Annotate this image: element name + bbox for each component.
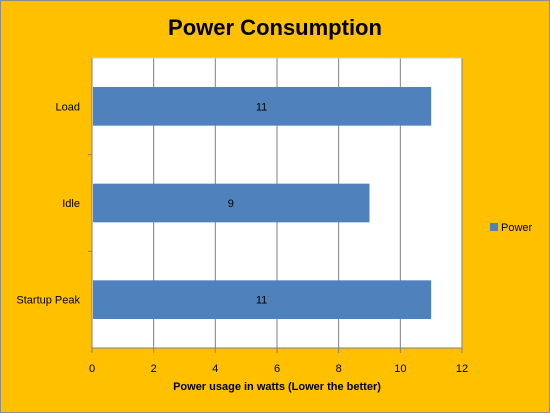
legend: Power	[490, 222, 533, 234]
x-tick-label-10: 10	[394, 363, 406, 375]
category-label-load: Load	[56, 101, 80, 113]
bar-startup-peak	[93, 280, 432, 319]
labels: 0 2 4 6 8 10 12 11 Load 9 Idle 11 Startup Peak	[16, 101, 468, 375]
data-label-load: 11	[256, 101, 267, 113]
bars	[93, 87, 432, 319]
data-label-startup-peak: 11	[256, 295, 267, 307]
axes	[88, 57, 463, 353]
x-tick-label-12: 12	[456, 363, 468, 375]
bar-load	[93, 87, 432, 126]
legend-label-power: Power	[501, 222, 533, 234]
category-label-idle: Idle	[62, 198, 80, 210]
x-axis-label: Power usage in watts (Lower the better)	[173, 381, 381, 393]
bar-idle	[93, 183, 370, 223]
x-tick-label-2: 2	[151, 363, 157, 375]
legend-swatch-power	[490, 223, 498, 231]
x-tick-label-8: 8	[336, 363, 342, 375]
category-label-startup-peak: Startup Peak	[16, 295, 80, 307]
chart-title: Power Consumption	[168, 15, 382, 40]
data-label-idle: 9	[228, 198, 234, 210]
x-tick-label-6: 6	[274, 363, 280, 375]
x-tick-label-0: 0	[89, 363, 95, 375]
x-tick-label-4: 4	[212, 363, 218, 375]
